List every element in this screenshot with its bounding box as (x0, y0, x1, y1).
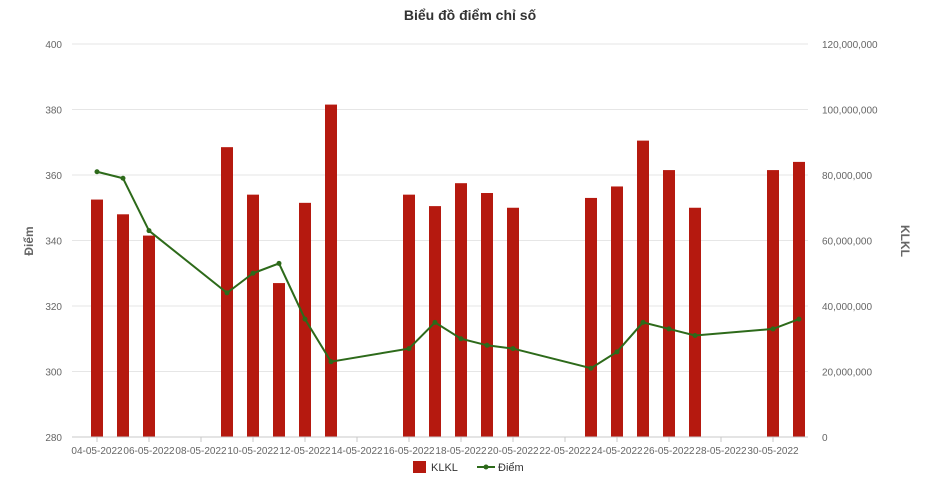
left-tick-label: 340 (45, 237, 62, 248)
bar-klkl[interactable] (403, 194, 415, 437)
point-diem[interactable] (510, 346, 516, 352)
point-diem[interactable] (250, 270, 256, 276)
left-tick-label: 380 (45, 106, 62, 117)
left-tick-label: 400 (45, 40, 62, 51)
bar-klkl[interactable] (611, 186, 623, 437)
point-diem[interactable] (458, 336, 464, 342)
legend-diem-label: Điểm (498, 462, 524, 474)
point-diem[interactable] (328, 359, 334, 365)
legend-diem-marker (483, 464, 489, 470)
bar-klkl[interactable] (247, 194, 259, 437)
x-tick-label: 04-05-2022 (71, 446, 123, 457)
point-diem[interactable] (302, 316, 308, 322)
x-tick-label: 26-05-2022 (643, 446, 695, 457)
right-tick-label: 60,000,000 (822, 237, 872, 248)
left-axis-ticks: 280 300 320 340 360 380 400 (45, 40, 62, 444)
bar-klkl[interactable] (455, 183, 467, 437)
x-tick-label: 16-05-2022 (383, 446, 435, 457)
x-tick-label: 08-05-2022 (175, 446, 227, 457)
right-axis-title: KLKL (898, 225, 912, 257)
x-tick-label: 20-05-2022 (487, 446, 539, 457)
bar-klkl[interactable] (507, 207, 519, 437)
point-diem[interactable] (406, 346, 412, 352)
bar-klkl[interactable] (767, 170, 779, 437)
left-axis-title: Điểm (22, 226, 36, 255)
right-tick-label: 20,000,000 (822, 368, 872, 379)
x-tick-label: 30-05-2022 (747, 446, 799, 457)
bar-klkl[interactable] (143, 235, 155, 437)
x-axis-ticks: 04-05-2022 06-05-2022 08-05-2022 10-05-2022… (71, 437, 799, 457)
bar-klkl[interactable] (273, 283, 285, 437)
point-diem[interactable] (94, 169, 100, 175)
line-series-diem (94, 169, 802, 371)
point-diem[interactable] (770, 326, 776, 332)
right-axis-ticks: 0 20,000,000 40,000,000 60,000,000 80,000,00… (822, 40, 878, 444)
point-diem[interactable] (588, 365, 594, 371)
legend[interactable]: KLKL Điểm (413, 461, 524, 474)
point-diem[interactable] (120, 175, 126, 181)
bar-klkl[interactable] (689, 207, 701, 437)
right-tick-label: 80,000,000 (822, 171, 872, 182)
x-tick-label: 12-05-2022 (279, 446, 331, 457)
left-tick-label: 360 (45, 171, 62, 182)
point-diem[interactable] (146, 228, 152, 234)
x-tick-label: 28-05-2022 (695, 446, 747, 457)
bar-klkl[interactable] (481, 193, 493, 437)
x-tick-label: 06-05-2022 (123, 446, 175, 457)
point-diem[interactable] (614, 349, 620, 355)
x-tick-label: 18-05-2022 (435, 446, 487, 457)
line-path-diem (96, 170, 800, 370)
point-diem[interactable] (640, 319, 646, 325)
x-tick-label: 10-05-2022 (227, 446, 279, 457)
bar-klkl[interactable] (91, 199, 103, 437)
right-tick-label: 100,000,000 (822, 106, 878, 117)
right-tick-label: 0 (822, 433, 828, 444)
bar-klkl[interactable] (325, 104, 337, 438)
x-tick-label: 24-05-2022 (591, 446, 643, 457)
left-tick-label: 280 (45, 433, 62, 444)
right-tick-label: 40,000,000 (822, 302, 872, 313)
left-tick-label: 300 (45, 368, 62, 379)
bar-klkl[interactable] (117, 214, 129, 437)
bar-klkl[interactable] (585, 197, 597, 437)
right-tick-label: 120,000,000 (822, 40, 878, 51)
bar-klkl[interactable] (793, 161, 805, 437)
left-tick-label: 320 (45, 302, 62, 313)
x-tick-label: 22-05-2022 (539, 446, 591, 457)
bar-klkl[interactable] (663, 170, 675, 437)
chart-title: Biểu đồ điểm chỉ số (404, 7, 537, 23)
point-diem[interactable] (666, 326, 672, 332)
point-diem[interactable] (692, 332, 698, 338)
point-diem[interactable] (432, 319, 438, 325)
point-diem[interactable] (224, 290, 230, 296)
point-diem[interactable] (276, 260, 282, 266)
point-diem[interactable] (484, 342, 490, 348)
legend-klkl-swatch (413, 461, 426, 473)
bar-klkl[interactable] (637, 140, 649, 438)
x-tick-label: 14-05-2022 (331, 446, 383, 457)
point-diem[interactable] (796, 316, 802, 322)
legend-klkl-label: KLKL (431, 462, 458, 474)
